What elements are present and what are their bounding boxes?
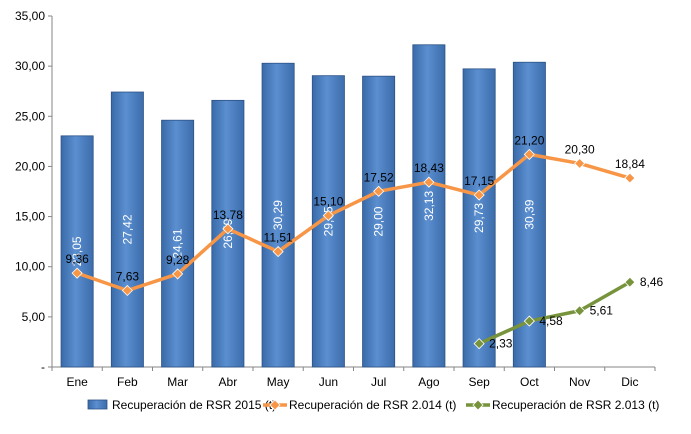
axes: - 5,00 10,00 15,00 20,00 25,00 30,00 35,00 Ene Fe… [15,9,656,389]
x-tick-label: Nov [569,375,590,389]
y-tick-label: 10,00 [15,260,45,274]
series-line [477,280,632,346]
bar-data-label: 24,61 [171,228,185,258]
series-point-marker [222,223,234,235]
x-tick-label: Ene [66,375,88,389]
line-series [71,148,636,350]
bar-data-label: 30,39 [522,199,536,229]
x-tick-label: Mar [167,375,188,389]
y-tick-label: 30,00 [15,59,45,73]
x-tick-label: Ago [418,375,440,389]
y-tick-label: 20,00 [15,159,45,173]
bar-data-label: 32,13 [422,191,436,221]
series-point-marker [624,276,636,288]
series-point-marker [574,305,586,317]
y-tick-label: 5,00 [22,310,46,324]
bar [462,68,496,368]
line-data-label: 2,33 [489,337,513,351]
y-tick-label: 15,00 [15,210,45,224]
bar [412,44,446,368]
series-point-marker [473,338,485,350]
line-data-label: 21,20 [514,133,544,147]
series-point-marker [172,268,184,280]
bar-data-label: 30,29 [271,200,285,230]
line-data-label: 9,36 [65,252,89,266]
legend: Recuperación de RSR 2015 (t) Recuperación… [87,398,659,412]
series-point-marker [71,267,83,279]
line-data-label: 9,28 [166,253,190,267]
line-data-label: 7,63 [116,269,140,283]
legend-label: Recuperación de RSR 2.014 (t) [289,398,456,412]
bar [261,62,295,368]
series-point-marker [574,157,586,169]
line-data-labels: 9,36 7,63 9,28 13,78 11,51 15,10 17,52 18,43 17,… [65,133,663,350]
y-tick-label: 25,00 [15,109,45,123]
series-point-marker [473,189,485,201]
bar [60,135,94,368]
line-data-label: 18,43 [414,161,444,175]
bar-data-label: 29,00 [372,206,386,236]
series-point-marker [322,210,334,222]
bar [110,91,144,368]
series-point-marker [373,185,385,197]
legend-swatch-marker [472,399,484,411]
bar-data-labels: 23,0527,4224,6126,5930,2929,0529,0032,13… [70,191,536,267]
bar [362,75,396,368]
x-tick-label: Sep [468,375,490,389]
series-point-marker [624,172,636,184]
legend-label: Recuperación de RSR 2015 (t) [112,398,276,412]
line-data-label: 8,46 [640,275,664,289]
series-point-marker [423,176,435,188]
series-point-marker [121,284,133,297]
y-tick-label: - [41,360,45,374]
legend-swatch-bar [87,399,108,410]
line-data-label: 17,52 [364,170,394,184]
line-data-label: 15,10 [313,195,343,209]
x-tick-label: Jun [319,375,338,389]
series-point-marker [272,246,284,258]
line-data-label: 4,58 [539,314,563,328]
legend-swatch-marker [269,399,281,411]
line-data-label: 18,84 [615,157,645,171]
series-line [75,152,632,293]
line-data-label: 13,78 [213,208,243,222]
x-tick-label: Oct [520,375,539,389]
bar-data-label: 23,05 [70,236,84,266]
y-tick-label: 35,00 [15,9,45,23]
x-tick-label: Dic [621,375,638,389]
series-point-marker [523,148,535,160]
bar-series [60,44,546,368]
bar-data-label: 27,42 [120,214,134,244]
x-tick-label: Jul [371,375,386,389]
bar [161,119,195,368]
bar-data-label: 29,73 [472,203,486,233]
series-point-marker [523,315,535,327]
x-tick-label: May [267,375,290,389]
line-data-label: 20,30 [565,142,595,156]
line-data-label: 11,51 [264,231,293,245]
x-tick-label: Feb [117,375,138,389]
line-data-label: 17,15 [464,174,494,188]
x-tick-label: Abr [219,375,238,389]
legend-label: Recuperación de RSR 2.013 (t) [492,398,659,412]
line-data-label: 5,61 [590,304,614,318]
